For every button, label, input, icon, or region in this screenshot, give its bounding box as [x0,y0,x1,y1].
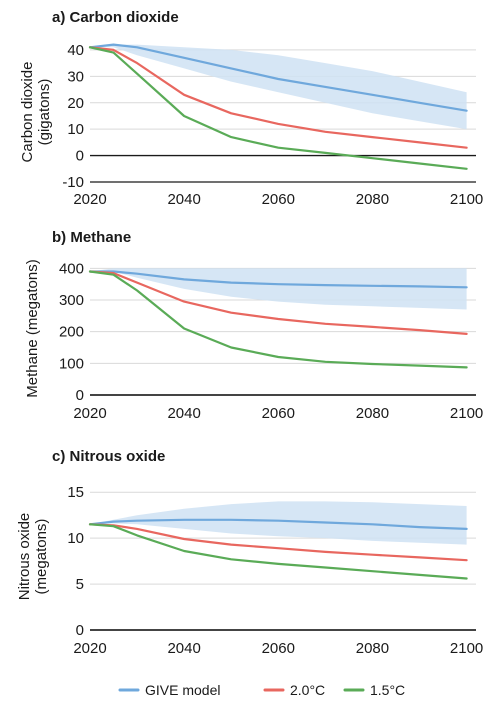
legend: GIVE model 2.0°C 1.5°C [118,682,405,698]
panel-2: b) Methane Methane (megatons) 400 300 200 100… [24,229,483,422]
x-tick-label: 2080 [356,405,389,422]
y-tick-label: 0 [76,387,84,404]
y-tick-label: 15 [67,484,84,501]
x-tick-label: 2060 [262,405,295,422]
x-tick-label: 2060 [262,640,295,657]
y-tick-label: 400 [59,260,84,277]
series-line-give [88,518,468,530]
y-tick-label: -10 [62,174,84,191]
x-tick-label: 2100 [450,191,483,208]
y-axis-label: (megatons) [33,519,50,595]
y-axis-label: Methane (megatons) [24,259,41,397]
legend-label: 1.5°C [370,682,405,698]
series-line-one_five_c [88,270,468,369]
panel-title: c) Nitrous oxide [52,448,165,465]
series-line-give [88,270,468,289]
y-tick-label: 200 [59,324,84,341]
series-line-two_c [88,46,468,149]
x-tick-label: 2020 [73,191,106,208]
uncertainty-band-give [90,44,467,130]
y-axis-label: Carbon dioxide [19,62,36,163]
x-tick-label: 2040 [167,640,200,657]
legend-label: GIVE model [145,682,220,698]
y-tick-label: 0 [76,622,84,639]
y-axis-label: Nitrous oxide [16,513,33,601]
x-tick-label: 2020 [73,405,106,422]
panel-title: b) Methane [52,229,131,246]
y-axis-label: (gigatons) [36,79,53,146]
series-line-give [88,43,468,112]
y-tick-label: 10 [67,121,84,138]
y-tick-label: 5 [76,576,84,593]
panel-3: c) Nitrous oxide Nitrous oxide (megatons) 1… [16,448,483,657]
series-line-two_c [88,270,468,335]
y-tick-label: 300 [59,292,84,309]
series-line-one_five_c [88,523,468,580]
x-tick-label: 2040 [167,405,200,422]
x-tick-label: 2040 [167,191,200,208]
y-tick-label: 100 [59,355,84,372]
x-tick-label: 2100 [450,405,483,422]
panel-title: a) Carbon dioxide [52,9,179,26]
y-tick-label: 0 [76,148,84,165]
x-tick-label: 2080 [356,640,389,657]
legend-label: 2.0°C [290,682,325,698]
x-tick-label: 2020 [73,640,106,657]
uncertainty-band-give [90,501,467,545]
series-line-two_c [88,523,468,562]
panel-1: a) Carbon dioxide Carbon dioxide (gigatons… [19,9,483,208]
x-tick-label: 2100 [450,640,483,657]
y-tick-label: 30 [67,68,84,85]
series-line-one_five_c [88,46,468,170]
y-tick-label: 40 [67,42,84,59]
y-tick-label: 10 [67,530,84,547]
x-tick-label: 2060 [262,191,295,208]
y-tick-label: 20 [67,95,84,112]
x-tick-label: 2080 [356,191,389,208]
